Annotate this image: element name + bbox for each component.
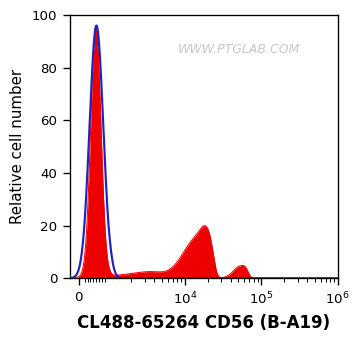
X-axis label: CL488-65264 CD56 (B-A19): CL488-65264 CD56 (B-A19) — [77, 314, 330, 332]
Y-axis label: Relative cell number: Relative cell number — [10, 69, 25, 224]
Text: WWW.PTGLAB.COM: WWW.PTGLAB.COM — [177, 43, 300, 56]
